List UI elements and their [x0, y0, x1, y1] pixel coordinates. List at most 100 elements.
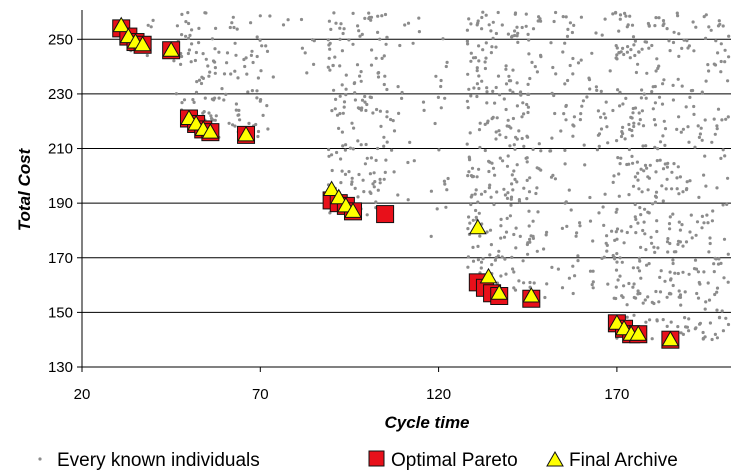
individual-point [689, 89, 694, 93]
individual-point [199, 81, 204, 86]
individual-point [466, 265, 470, 269]
individual-point [647, 262, 651, 266]
individual-point [599, 89, 603, 93]
individual-point [715, 124, 719, 128]
individual-point [703, 307, 707, 311]
individual-point [429, 189, 433, 193]
individual-point [367, 11, 371, 15]
individual-point [385, 110, 389, 114]
individual-point [344, 93, 348, 97]
individual-point [560, 286, 565, 290]
individual-point [487, 186, 491, 190]
individual-point [525, 102, 529, 107]
individual-point [693, 145, 697, 149]
individual-point [714, 39, 718, 43]
individual-point [620, 229, 624, 233]
individual-point [397, 111, 401, 115]
individual-point [549, 41, 553, 45]
legend-dot-marker [38, 457, 42, 461]
individual-point [478, 121, 482, 125]
individual-point [444, 64, 448, 69]
individual-point [658, 290, 663, 294]
individual-point [588, 87, 592, 91]
individual-point [701, 330, 705, 335]
individual-point [475, 94, 479, 99]
individual-point [229, 72, 233, 76]
individual-point [621, 125, 625, 129]
individual-point [527, 52, 531, 56]
individual-point [475, 69, 479, 73]
individual-point [571, 264, 575, 268]
individual-point [476, 200, 480, 204]
individual-point [504, 272, 508, 276]
individual-point [380, 14, 384, 18]
x-tick-label-120: 120 [426, 386, 451, 403]
individual-point [368, 15, 372, 19]
individual-point [531, 27, 536, 31]
individual-point [483, 122, 487, 126]
individual-point [554, 72, 558, 76]
individual-point [510, 182, 514, 186]
individual-point [702, 270, 706, 274]
individual-point [477, 128, 482, 132]
individual-point [504, 82, 509, 86]
individual-point [591, 239, 595, 243]
individual-point [564, 15, 568, 19]
individual-point [327, 19, 331, 23]
individual-point [623, 137, 627, 141]
individual-point [187, 21, 191, 26]
individual-point [543, 295, 547, 300]
individual-point [151, 18, 155, 22]
individual-point [634, 231, 638, 235]
individual-point [340, 49, 344, 53]
individual-point [602, 223, 606, 227]
individual-point [495, 116, 499, 120]
individual-point [568, 63, 572, 68]
individual-point [676, 271, 680, 276]
individual-point [286, 18, 290, 22]
y-tick-label-250: 250 [48, 31, 73, 48]
individual-point [439, 78, 443, 83]
individual-point [562, 112, 566, 116]
individual-point [382, 177, 386, 181]
individual-point [465, 99, 469, 103]
individual-point [499, 217, 503, 221]
individual-point [637, 256, 641, 260]
individual-point [526, 92, 530, 96]
individual-point [563, 41, 567, 45]
individual-point [559, 129, 563, 133]
individual-point [338, 37, 342, 42]
individual-point [513, 33, 517, 38]
individual-point [595, 88, 599, 92]
individual-point [626, 45, 630, 49]
individual-point [406, 21, 411, 25]
individual-point [563, 82, 567, 86]
individual-point [719, 70, 723, 74]
individual-point [515, 180, 519, 184]
individual-point [668, 215, 672, 219]
individual-point [359, 143, 363, 147]
individual-point [661, 167, 666, 171]
individual-point [516, 40, 520, 45]
individual-point [341, 144, 345, 148]
individual-point [642, 92, 646, 96]
individual-point [330, 168, 334, 173]
individual-point [542, 247, 546, 251]
individual-point [620, 260, 624, 264]
individual-point [646, 295, 650, 299]
individual-point [630, 128, 634, 133]
individual-point [374, 56, 378, 60]
individual-point [339, 181, 343, 185]
individual-point [491, 89, 495, 93]
individual-point [358, 74, 362, 78]
individual-point [639, 167, 643, 171]
individual-point [535, 186, 539, 190]
individual-point [573, 274, 577, 278]
individual-point [668, 241, 672, 246]
individual-point [726, 322, 731, 327]
individual-point [329, 27, 333, 31]
individual-point [209, 114, 213, 118]
individual-point [671, 40, 676, 45]
individual-point [250, 89, 254, 93]
individual-point [485, 90, 489, 94]
